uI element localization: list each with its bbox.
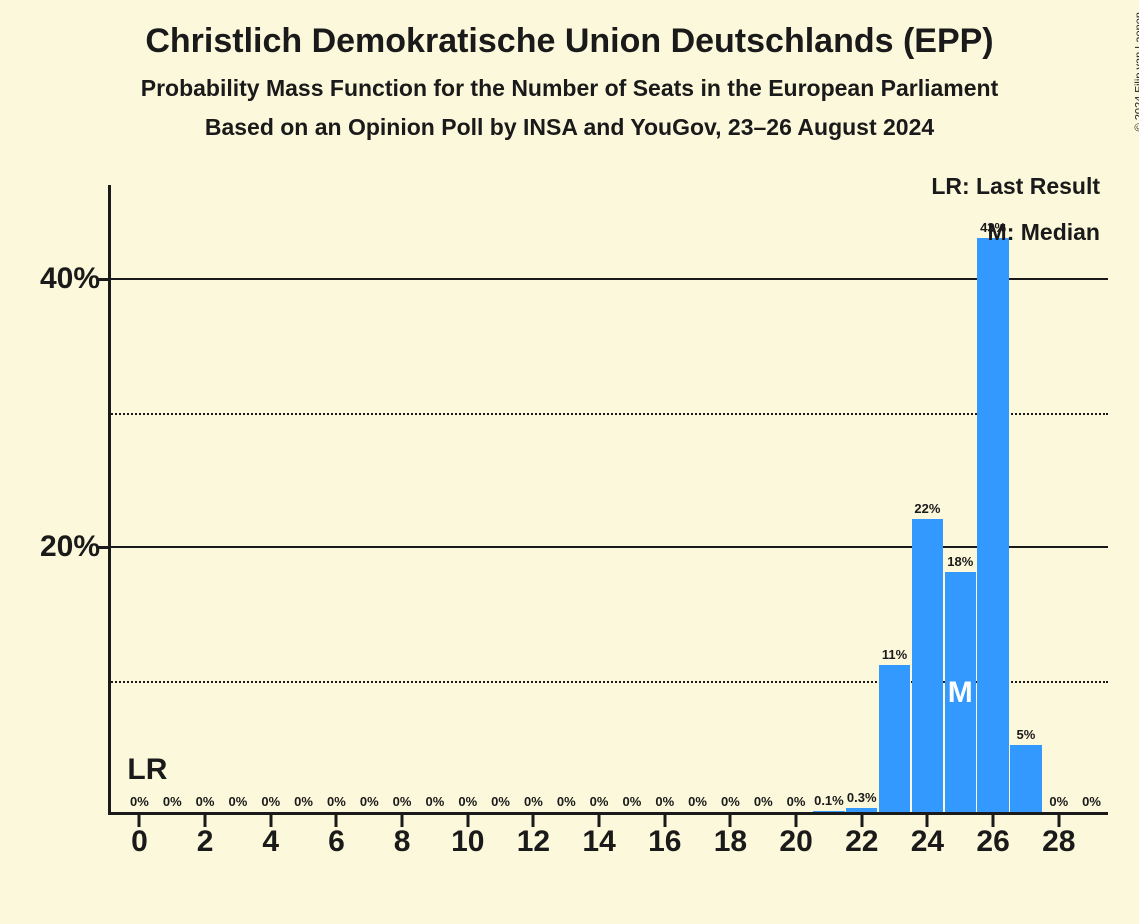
x-axis — [108, 812, 1108, 815]
x-tick-mark — [138, 815, 141, 827]
x-tick-mark — [1057, 815, 1060, 827]
bar-value-label: 0% — [196, 794, 215, 809]
bar-value-label: 0% — [294, 794, 313, 809]
bar-value-label: 0% — [1082, 794, 1101, 809]
x-tick-mark — [401, 815, 404, 827]
bar-value-label: 0% — [491, 794, 510, 809]
bar-value-label: 0% — [1049, 794, 1068, 809]
bar — [977, 238, 1008, 812]
bar-value-label: 0% — [655, 794, 674, 809]
bar-value-label: 18% — [947, 554, 973, 569]
x-tick-mark — [729, 815, 732, 827]
chart-subtitle-1: Probability Mass Function for the Number… — [0, 61, 1139, 102]
bar-value-label: 0% — [754, 794, 773, 809]
bar-value-label: 0.1% — [814, 793, 844, 808]
legend-last-result: LR: Last Result — [931, 173, 1100, 200]
bar-value-label: 0% — [360, 794, 379, 809]
x-tick-label: 10 — [451, 825, 484, 859]
bar-value-label: 5% — [1017, 727, 1036, 742]
x-tick-label: 16 — [648, 825, 681, 859]
last-result-marker: LR — [127, 753, 167, 787]
x-tick-label: 12 — [517, 825, 550, 859]
bar-value-label: 0% — [787, 794, 806, 809]
x-tick-label: 2 — [197, 825, 214, 859]
x-tick-label: 18 — [714, 825, 747, 859]
bar — [846, 808, 877, 812]
bar-value-label: 0% — [623, 794, 642, 809]
x-tick-mark — [663, 815, 666, 827]
x-tick-label: 0 — [131, 825, 148, 859]
y-tick-label: 20% — [40, 530, 100, 564]
x-tick-label: 14 — [582, 825, 615, 859]
bar-value-label: 0% — [688, 794, 707, 809]
chart-subtitle-2: Based on an Opinion Poll by INSA and You… — [0, 102, 1139, 141]
bar — [813, 811, 844, 812]
gridline-minor — [108, 413, 1108, 415]
x-tick-label: 6 — [328, 825, 345, 859]
bar — [912, 519, 943, 812]
bar-value-label: 0.3% — [847, 790, 877, 805]
x-tick-mark — [598, 815, 601, 827]
gridline-major — [108, 278, 1108, 280]
chart-title: Christlich Demokratische Union Deutschla… — [0, 0, 1139, 61]
x-tick-mark — [269, 815, 272, 827]
x-tick-mark — [926, 815, 929, 827]
bar-value-label: 0% — [229, 794, 248, 809]
x-tick-mark — [204, 815, 207, 827]
bar-value-label: 0% — [426, 794, 445, 809]
bar — [879, 665, 910, 812]
x-tick-mark — [860, 815, 863, 827]
bar — [1010, 745, 1041, 812]
legend-median: M: Median — [988, 219, 1100, 246]
bar-value-label: 0% — [261, 794, 280, 809]
x-tick-mark — [532, 815, 535, 827]
x-tick-mark — [335, 815, 338, 827]
bar-value-label: 0% — [130, 794, 149, 809]
x-tick-label: 22 — [845, 825, 878, 859]
copyright-text: © 2024 Filip van Laenen — [1133, 12, 1139, 131]
bar-value-label: 0% — [327, 794, 346, 809]
x-tick-mark — [992, 815, 995, 827]
gridline-major — [108, 546, 1108, 548]
bar-value-label: 0% — [458, 794, 477, 809]
x-tick-label: 24 — [911, 825, 944, 859]
x-tick-label: 8 — [394, 825, 411, 859]
bar-value-label: 0% — [163, 794, 182, 809]
median-marker: M — [948, 676, 973, 710]
y-tick-label: 40% — [40, 262, 100, 296]
bar-value-label: 0% — [557, 794, 576, 809]
x-tick-mark — [795, 815, 798, 827]
y-tick-mark — [98, 546, 108, 549]
chart-plot-area: 20%40%02468101214161820222426280%0%0%0%0… — [108, 185, 1108, 815]
x-tick-label: 4 — [262, 825, 279, 859]
x-tick-label: 26 — [976, 825, 1009, 859]
bar-value-label: 0% — [524, 794, 543, 809]
bar-value-label: 0% — [721, 794, 740, 809]
bar-value-label: 0% — [393, 794, 412, 809]
x-tick-label: 20 — [779, 825, 812, 859]
y-tick-mark — [98, 278, 108, 281]
x-tick-mark — [466, 815, 469, 827]
bar-value-label: 22% — [914, 501, 940, 516]
x-tick-label: 28 — [1042, 825, 1075, 859]
bar-value-label: 0% — [590, 794, 609, 809]
bar-value-label: 11% — [882, 647, 907, 662]
